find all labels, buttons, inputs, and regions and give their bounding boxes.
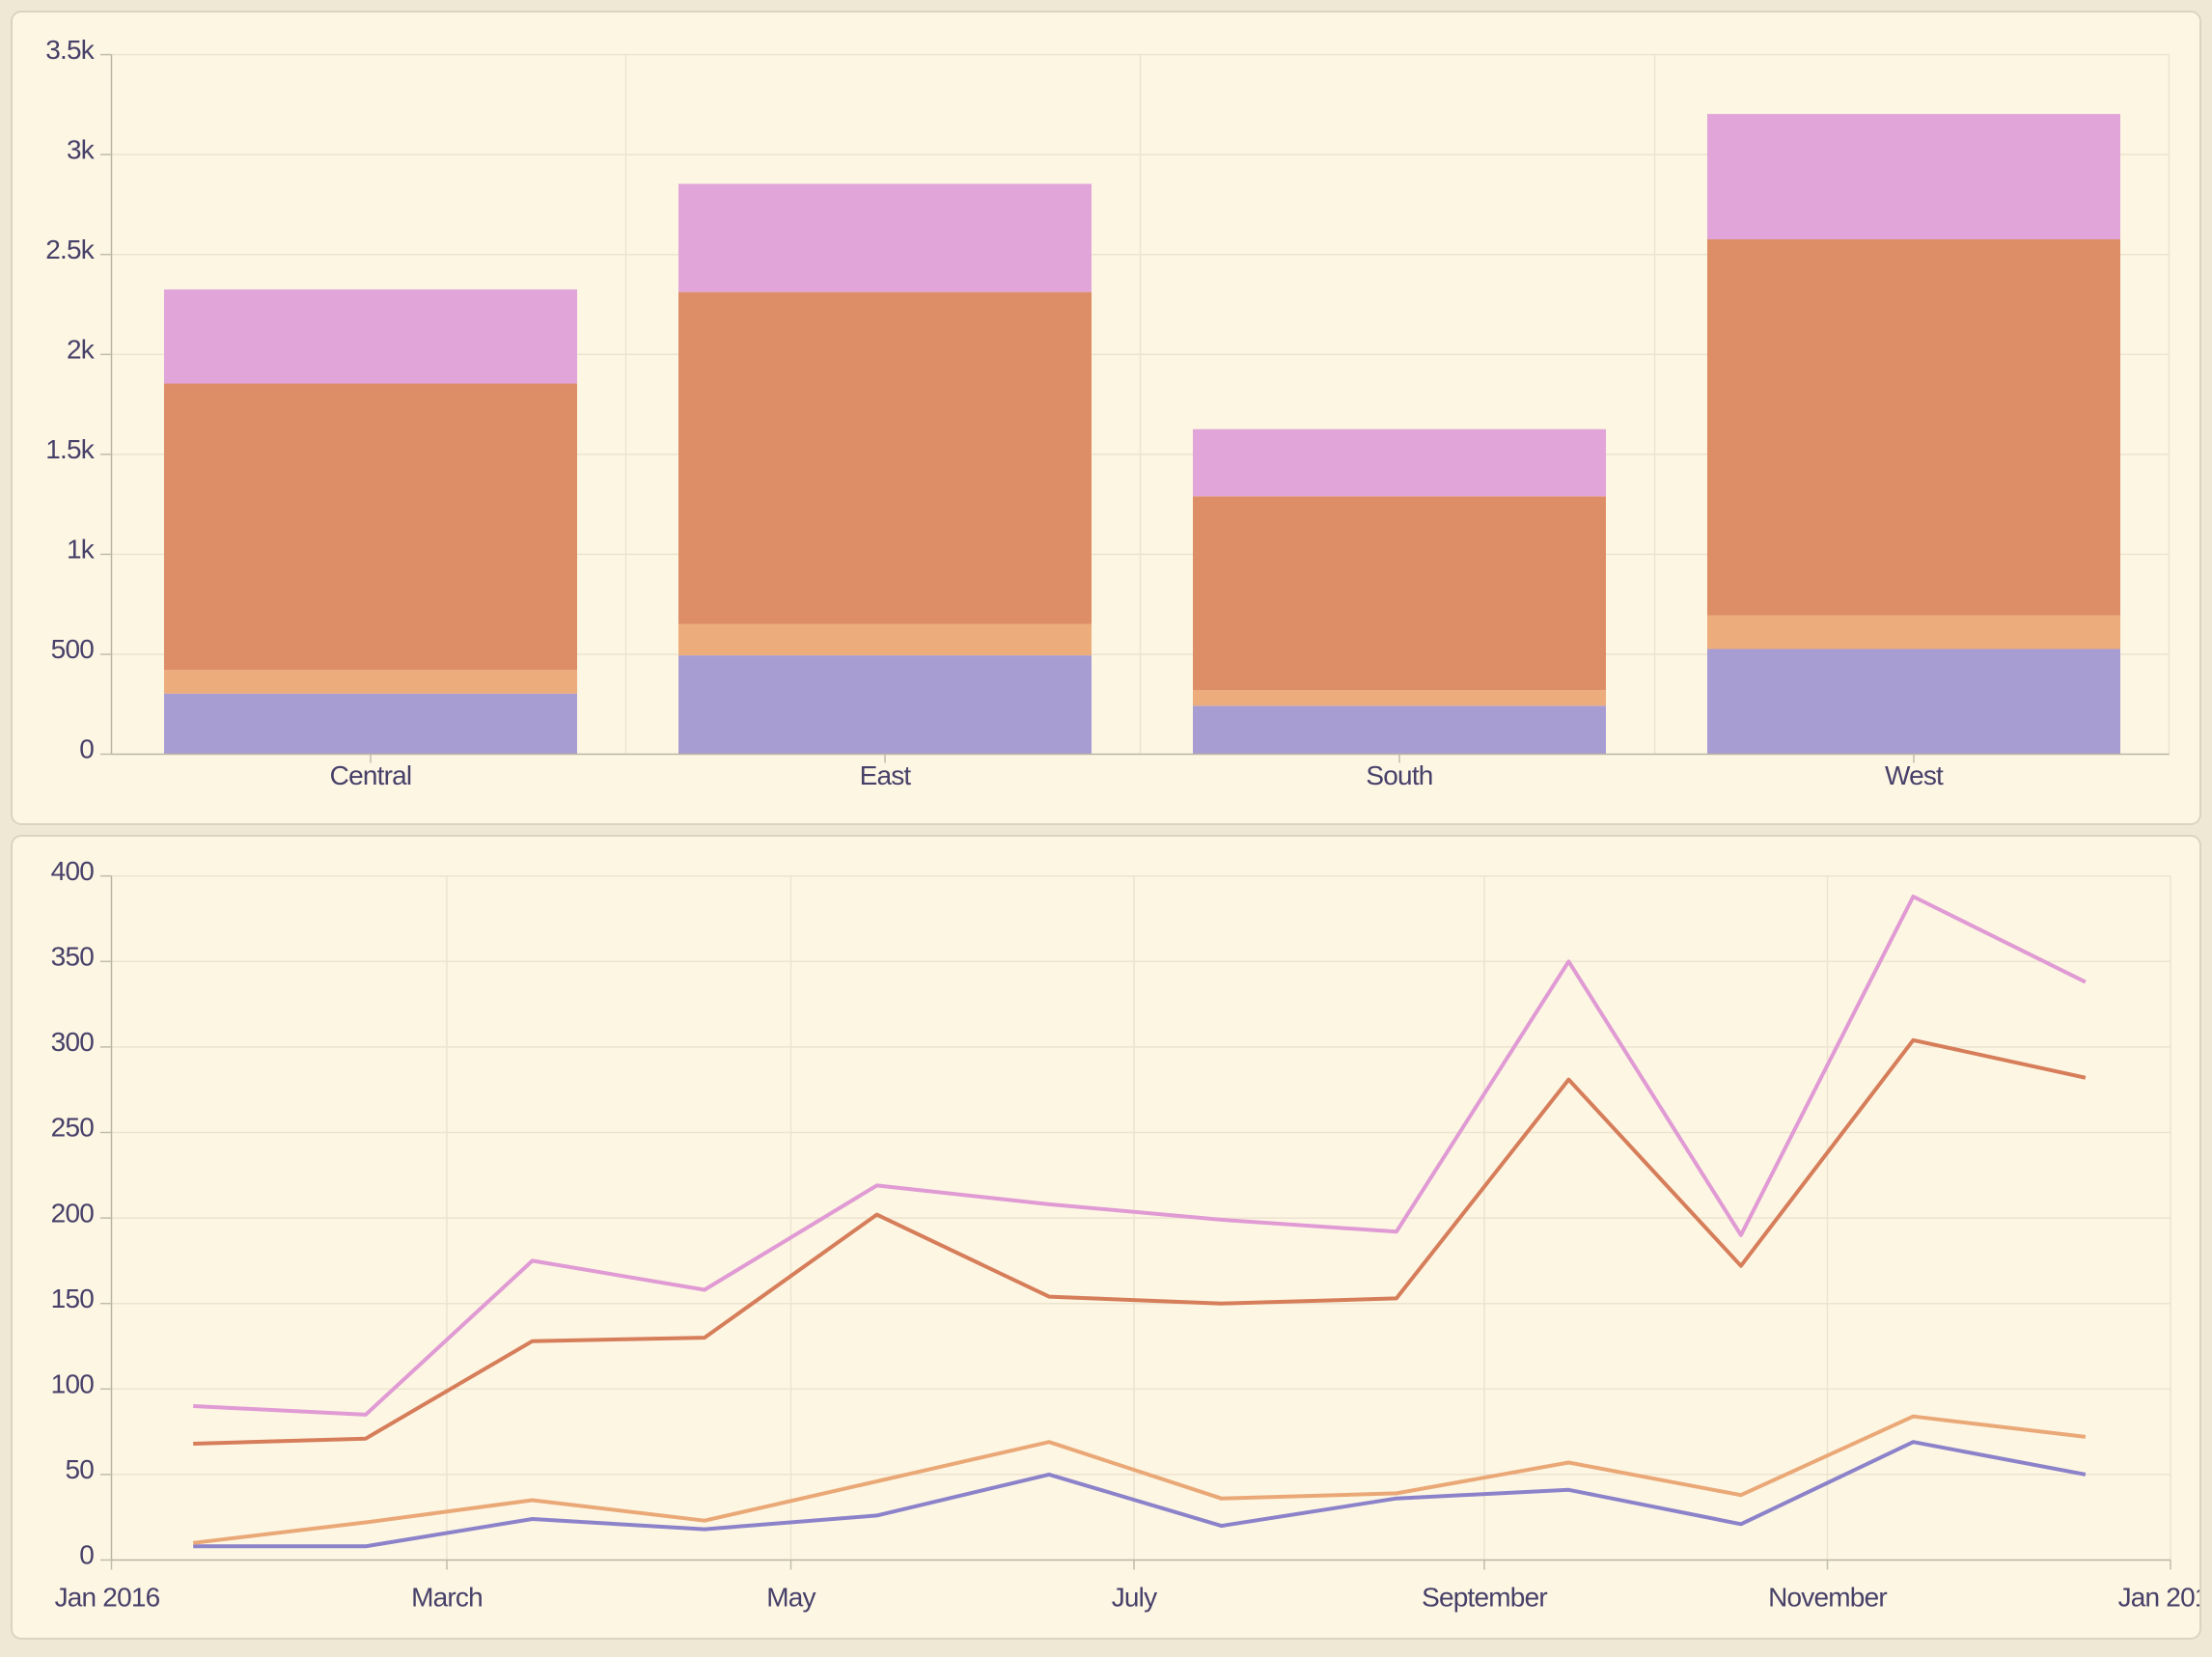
svg-text:1k: 1k [67, 535, 96, 565]
svg-text:East: East [860, 760, 912, 790]
svg-text:0: 0 [79, 1540, 94, 1570]
svg-text:500: 500 [51, 634, 95, 664]
svg-text:0: 0 [79, 734, 94, 764]
svg-text:November: November [1768, 1583, 1887, 1613]
svg-text:September: September [1422, 1583, 1547, 1613]
svg-text:2.5k: 2.5k [45, 235, 96, 264]
svg-text:300: 300 [51, 1027, 95, 1057]
svg-text:250: 250 [51, 1113, 95, 1143]
svg-text:2k: 2k [67, 335, 96, 365]
svg-text:100: 100 [51, 1369, 95, 1399]
svg-text:3.5k: 3.5k [45, 35, 96, 65]
svg-text:1.5k: 1.5k [45, 434, 96, 464]
svg-text:400: 400 [51, 856, 95, 886]
svg-text:South: South [1366, 760, 1432, 790]
svg-text:Central: Central [330, 760, 412, 790]
svg-text:West: West [1885, 760, 1944, 790]
svg-text:March: March [411, 1583, 483, 1613]
svg-text:July: July [1112, 1583, 1157, 1613]
svg-text:May: May [766, 1583, 816, 1613]
svg-text:350: 350 [51, 942, 95, 972]
svg-text:Jan 2017: Jan 2017 [2118, 1583, 2212, 1613]
svg-text:150: 150 [51, 1284, 95, 1313]
svg-text:200: 200 [51, 1198, 95, 1228]
svg-text:Jan 2016: Jan 2016 [55, 1583, 160, 1613]
svg-text:3k: 3k [67, 134, 96, 164]
svg-text:50: 50 [65, 1454, 94, 1484]
